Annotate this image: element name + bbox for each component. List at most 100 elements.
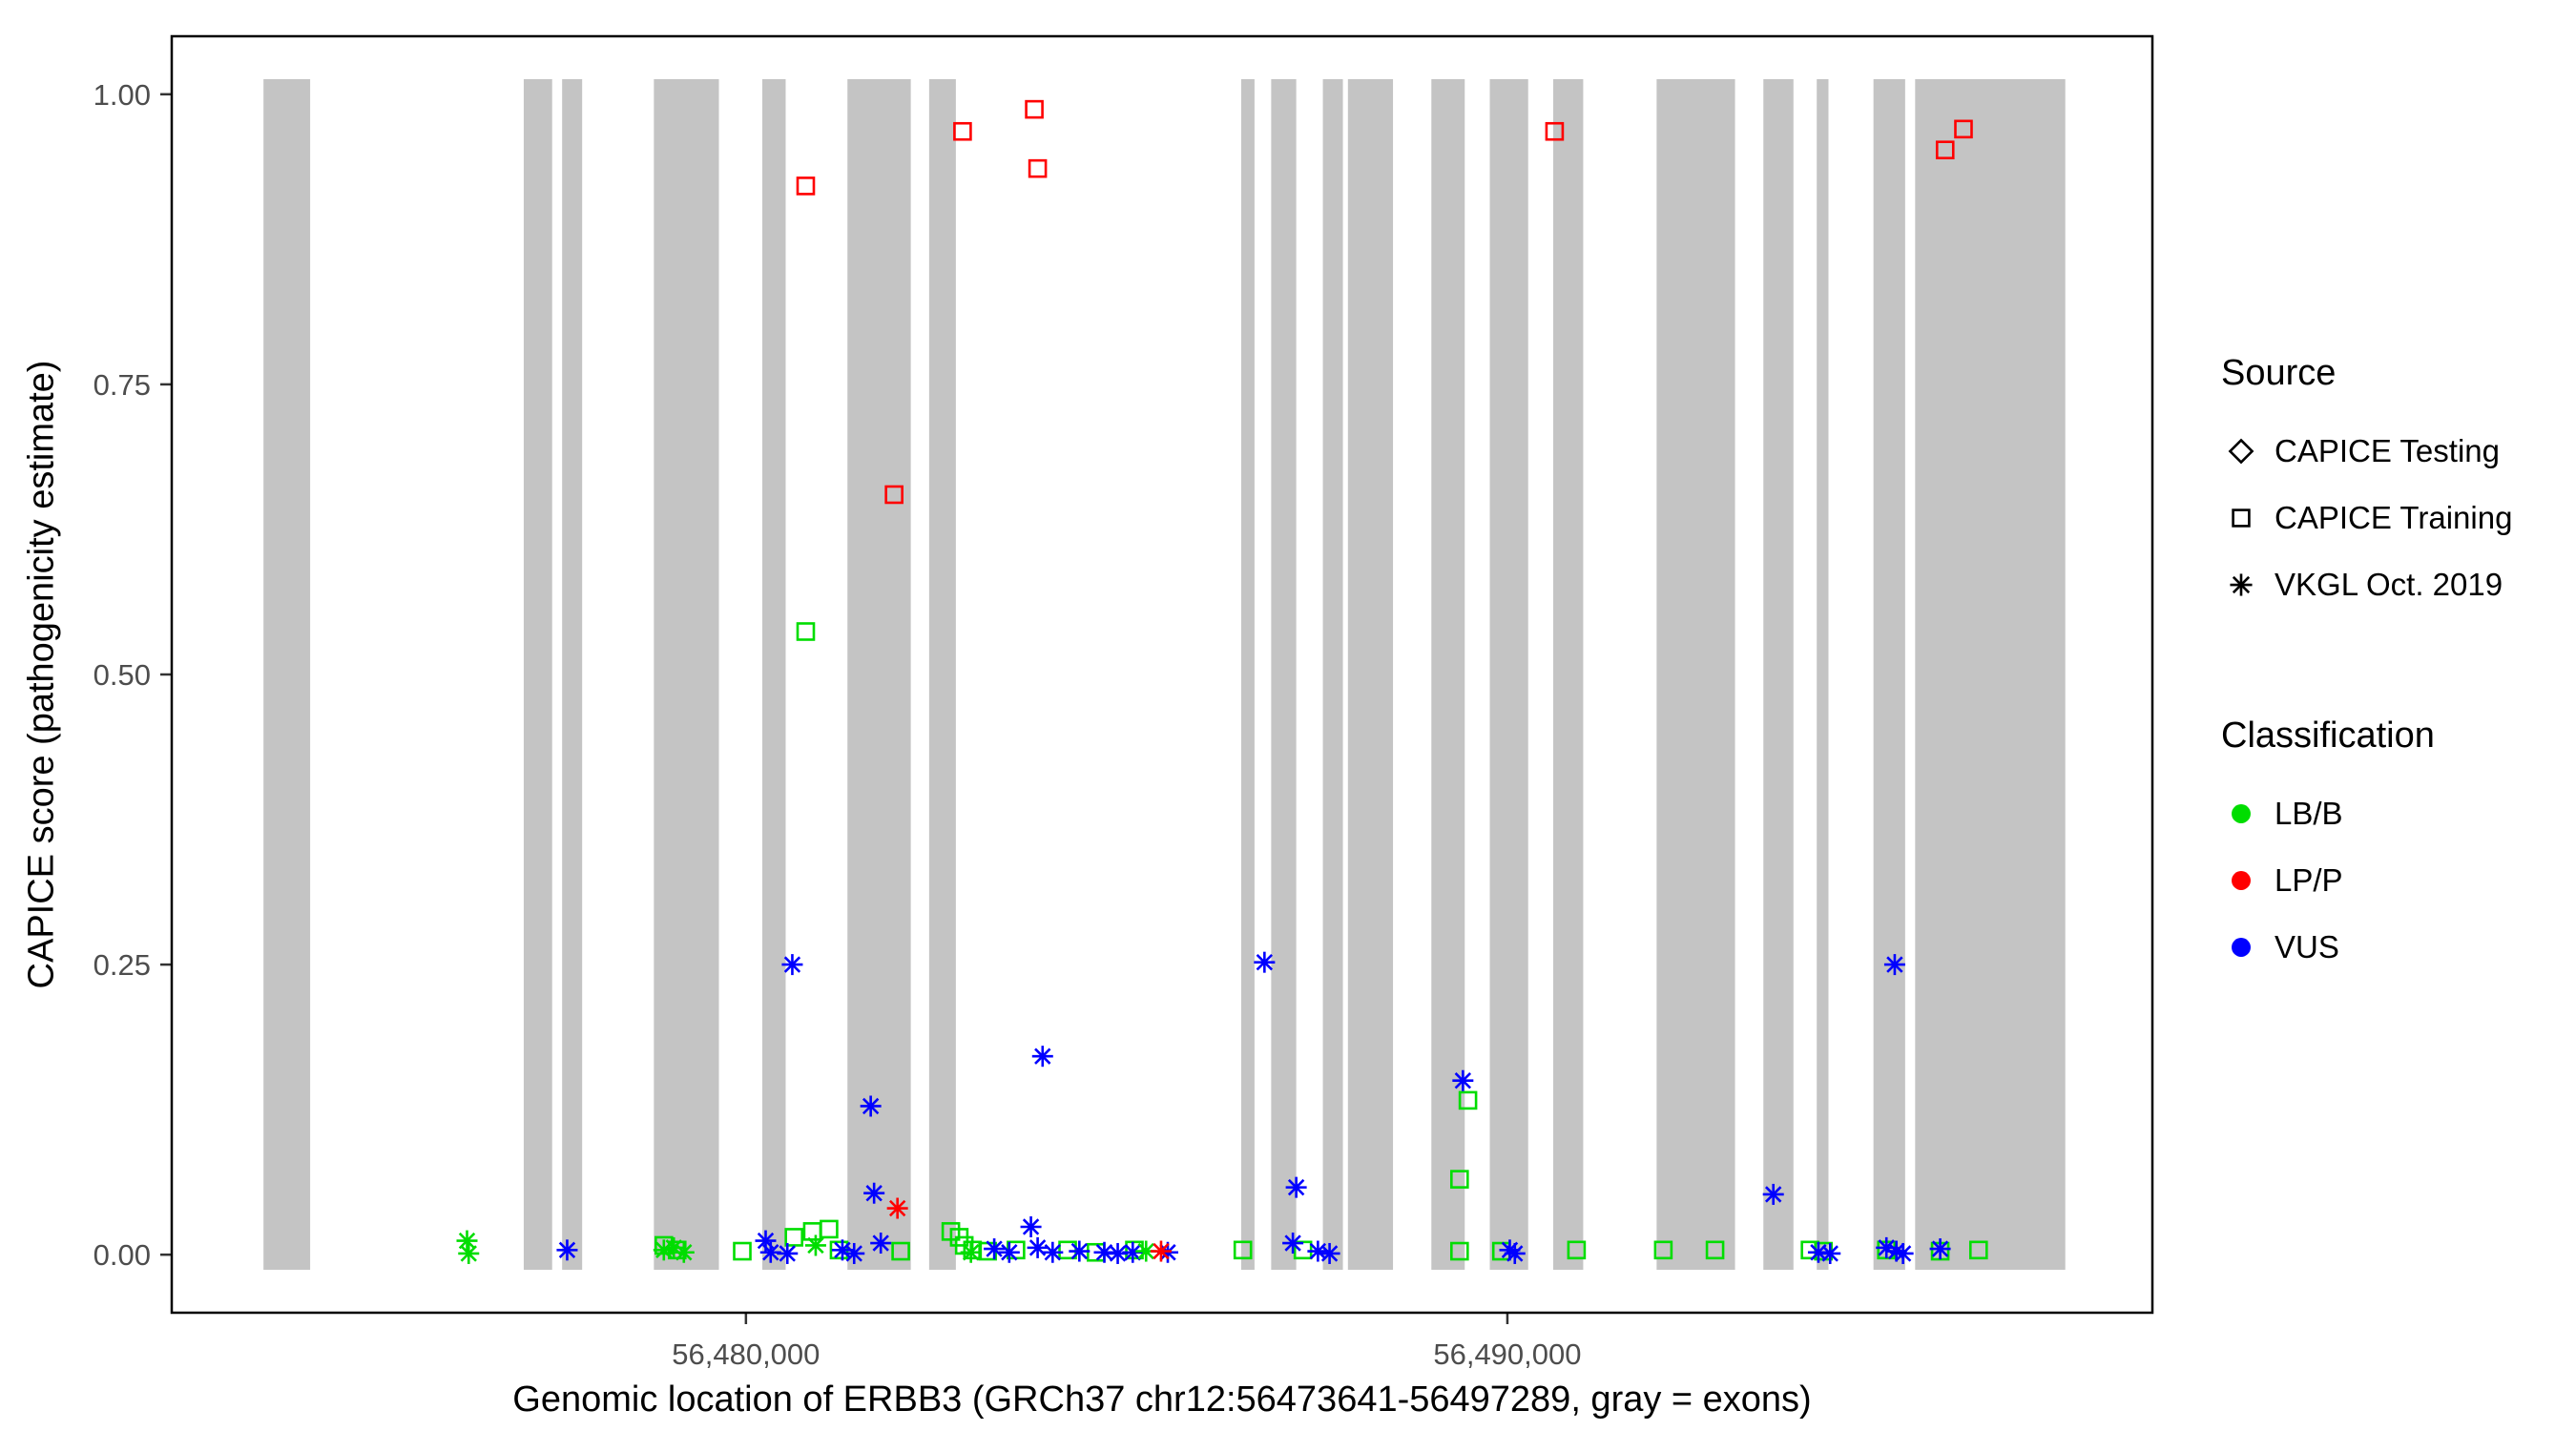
red-dot-icon <box>2232 871 2251 890</box>
legend-source-title: Source <box>2221 353 2337 393</box>
diamond-icon <box>2228 438 2254 465</box>
data-point <box>1282 1233 1304 1255</box>
asterisk-icon <box>2230 573 2253 596</box>
data-point <box>796 622 816 641</box>
legend-item-vkgl: VKGL Oct. 2019 <box>2221 551 2512 618</box>
exon-bar <box>1915 79 2066 1270</box>
exon-bar <box>523 79 552 1270</box>
legend-label-capice-training: CAPICE Training <box>2275 500 2513 535</box>
blue-dot-icon <box>2232 938 2251 957</box>
y-tick-label: 0.50 <box>93 658 151 692</box>
data-point <box>556 1239 578 1261</box>
exon-bar <box>1763 79 1794 1270</box>
legend-item-lpp: LP/P <box>2221 847 2512 914</box>
exon-bar <box>1873 79 1905 1270</box>
legend: Source CAPICE Testing CAPICE Training <box>2221 351 2512 981</box>
data-point <box>870 1233 892 1255</box>
legend-classification-title: Classification <box>2221 716 2435 756</box>
data-point <box>796 176 816 196</box>
data-point <box>458 1242 480 1264</box>
data-point <box>1254 951 1276 973</box>
exon-bar <box>1271 79 1297 1270</box>
exon-bar <box>1322 79 1343 1270</box>
data-point <box>1027 1236 1049 1258</box>
data-point <box>1285 1176 1307 1198</box>
data-point <box>960 1241 982 1263</box>
data-point <box>784 1228 804 1247</box>
data-point <box>1968 1240 1988 1260</box>
data-point <box>1020 1215 1042 1237</box>
data-point <box>673 1241 695 1263</box>
data-point <box>1458 1090 1478 1110</box>
exon-bar <box>847 79 911 1270</box>
data-point <box>1545 121 1565 141</box>
exon-bar <box>1431 79 1465 1270</box>
data-point <box>1929 1238 1951 1260</box>
exon-bar <box>1817 79 1829 1270</box>
data-point <box>1935 140 1955 160</box>
panel-border <box>170 34 2154 1315</box>
exon-bar <box>1489 79 1528 1270</box>
data-point <box>820 1219 839 1239</box>
x-tick-label: 56,490,000 <box>1433 1338 1581 1371</box>
data-point <box>733 1241 752 1261</box>
y-tick-label: 0.00 <box>93 1238 151 1272</box>
legend-item-lbb: LB/B <box>2221 780 2512 847</box>
legend-group-classification: Classification LB/B LP/P VUS <box>2221 714 2512 981</box>
data-point <box>886 1197 908 1219</box>
exon-bar <box>762 79 786 1270</box>
exon-bar <box>1240 79 1255 1270</box>
data-point <box>998 1241 1020 1263</box>
data-point <box>1069 1240 1091 1262</box>
data-point <box>1319 1242 1340 1264</box>
x-tick-label: 56,480,000 <box>672 1338 820 1371</box>
legend-label-vus: VUS <box>2275 929 2339 964</box>
exon-bar <box>562 79 583 1270</box>
legend-label-lbb: LB/B <box>2275 796 2343 831</box>
square-icon <box>2232 508 2251 528</box>
data-point <box>1028 158 1048 178</box>
legend-label-capice-testing: CAPICE Testing <box>2275 433 2500 468</box>
data-point <box>1025 99 1044 119</box>
data-point <box>1819 1242 1841 1264</box>
exon-bar <box>1656 79 1735 1270</box>
data-point <box>1042 1241 1064 1263</box>
legend-label-vkgl: VKGL Oct. 2019 <box>2275 567 2503 602</box>
data-point <box>781 954 803 976</box>
data-point <box>984 1238 1006 1260</box>
x-axis-title: Genomic location of ERBB3 (GRCh37 chr12:… <box>512 1379 1812 1420</box>
legend-item-vus: VUS <box>2221 914 2512 981</box>
data-point <box>1876 1236 1898 1258</box>
data-point <box>1705 1240 1725 1260</box>
data-point <box>1504 1242 1526 1264</box>
data-point <box>1883 954 1905 976</box>
data-point <box>1122 1241 1144 1263</box>
exon-bar <box>654 79 719 1270</box>
data-point <box>1762 1183 1784 1205</box>
y-tick-label: 1.00 <box>93 78 151 112</box>
data-point <box>884 485 904 505</box>
legend-item-capice-training: CAPICE Training <box>2221 485 2512 551</box>
data-point <box>1150 1240 1172 1262</box>
data-point <box>1567 1240 1587 1260</box>
data-point <box>1452 1069 1474 1091</box>
green-dot-icon <box>2232 804 2251 823</box>
data-point <box>777 1242 799 1264</box>
y-tick-label: 0.75 <box>93 368 151 402</box>
data-point <box>1653 1240 1673 1260</box>
exon-bar <box>928 79 956 1270</box>
data-point <box>1031 1046 1053 1068</box>
data-point <box>860 1095 882 1117</box>
exon-bar <box>263 79 311 1270</box>
legend-group-source: Source CAPICE Testing CAPICE Training <box>2221 351 2512 618</box>
data-point <box>802 1222 822 1241</box>
legend-label-lpp: LP/P <box>2275 862 2343 898</box>
data-point <box>891 1241 910 1261</box>
exon-bar <box>1347 79 1394 1270</box>
data-point <box>1954 119 1973 139</box>
y-tick-label: 0.25 <box>93 948 151 982</box>
data-point <box>804 1234 826 1256</box>
data-point <box>1233 1240 1253 1260</box>
data-point <box>953 121 972 141</box>
